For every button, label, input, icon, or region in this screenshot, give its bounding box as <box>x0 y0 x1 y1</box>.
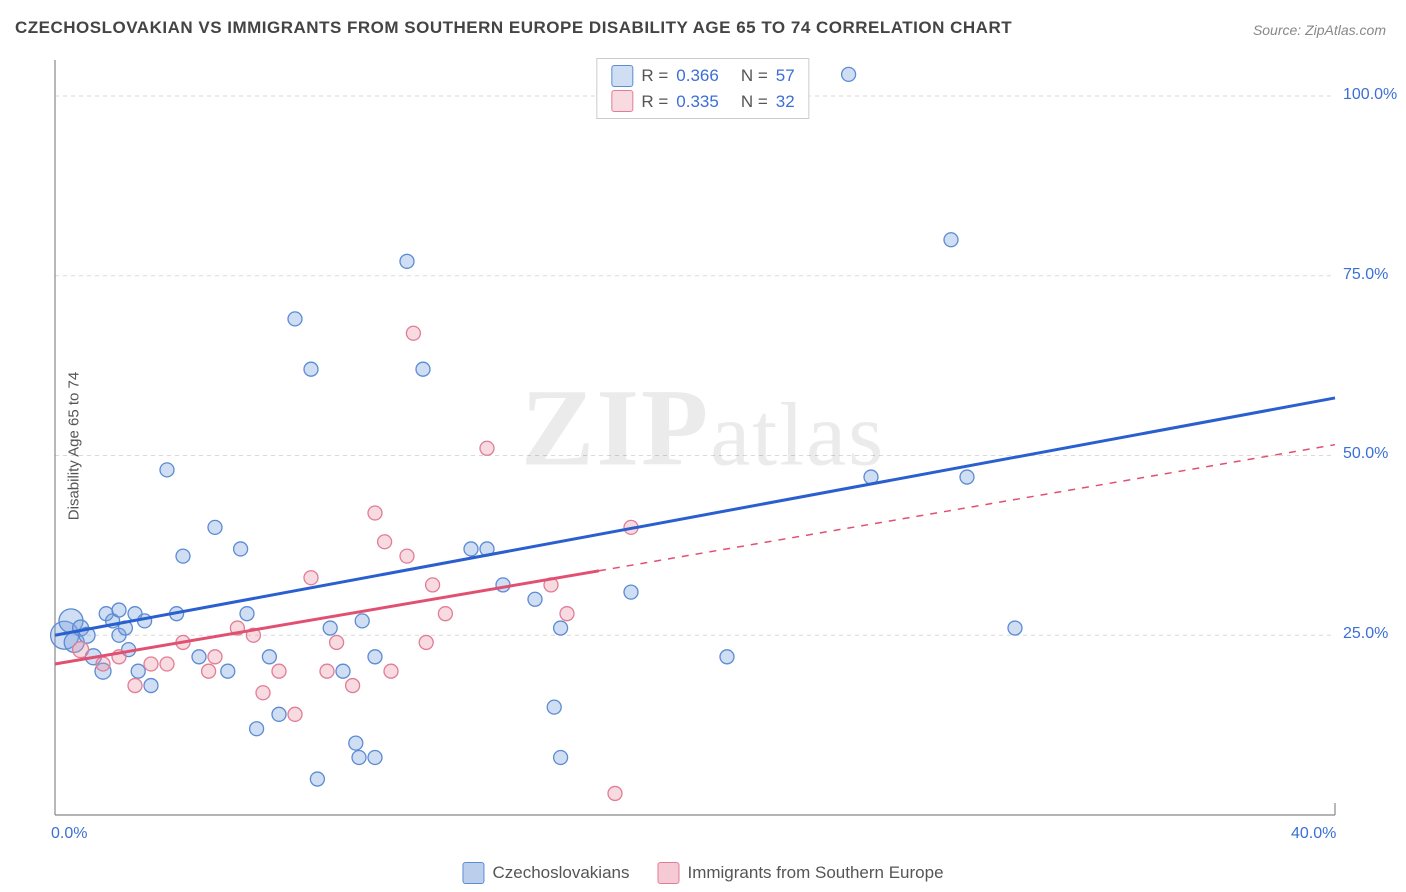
data-point <box>304 571 318 585</box>
data-point <box>624 585 638 599</box>
data-point <box>272 707 286 721</box>
trend-line-dashed <box>599 445 1335 571</box>
source-label: Source: ZipAtlas.com <box>1253 22 1386 38</box>
data-point <box>960 470 974 484</box>
legend-series-label: Czechoslovakians <box>492 863 629 883</box>
data-point <box>144 657 158 671</box>
data-point <box>554 750 568 764</box>
legend-swatch <box>611 65 633 87</box>
data-point <box>320 664 334 678</box>
legend-correlation: R = 0.366 N = 57 R = 0.335 N = 32 <box>596 58 809 119</box>
data-point <box>208 520 222 534</box>
data-point <box>355 614 369 628</box>
data-point <box>608 786 622 800</box>
data-point <box>438 607 452 621</box>
legend-series-label: Immigrants from Southern Europe <box>687 863 943 883</box>
data-point <box>352 750 366 764</box>
data-point <box>720 650 734 664</box>
data-point <box>234 542 248 556</box>
data-point <box>944 233 958 247</box>
legend-series: Czechoslovakians Immigrants from Southern… <box>462 862 943 884</box>
data-point <box>202 664 216 678</box>
data-point <box>528 592 542 606</box>
legend-series-item: Immigrants from Southern Europe <box>657 862 943 884</box>
legend-swatch <box>657 862 679 884</box>
data-point <box>480 441 494 455</box>
legend-r-label: R = <box>641 63 668 89</box>
data-point <box>272 664 286 678</box>
legend-n-label: N = <box>741 89 768 115</box>
chart-title: CZECHOSLOVAKIAN VS IMMIGRANTS FROM SOUTH… <box>15 18 1012 38</box>
data-point <box>131 664 145 678</box>
x-tick-label: 40.0% <box>1291 825 1336 843</box>
legend-correlation-row: R = 0.366 N = 57 <box>611 63 794 89</box>
plot-area <box>45 55 1390 845</box>
data-point <box>368 506 382 520</box>
data-point <box>160 657 174 671</box>
legend-n-value: 32 <box>776 89 795 115</box>
data-point <box>368 650 382 664</box>
data-point <box>547 700 561 714</box>
data-point <box>554 621 568 635</box>
data-point <box>250 722 264 736</box>
data-point <box>368 750 382 764</box>
data-point <box>842 67 856 81</box>
legend-swatch <box>611 90 633 112</box>
legend-n-value: 57 <box>776 63 795 89</box>
data-point <box>288 312 302 326</box>
data-point <box>144 679 158 693</box>
data-point <box>419 635 433 649</box>
data-point <box>426 578 440 592</box>
data-point <box>304 362 318 376</box>
data-point <box>262 650 276 664</box>
y-tick-label: 75.0% <box>1343 266 1388 284</box>
data-point <box>384 664 398 678</box>
legend-n-label: N = <box>741 63 768 89</box>
legend-r-value: 0.335 <box>676 89 719 115</box>
data-point <box>400 254 414 268</box>
legend-series-item: Czechoslovakians <box>462 862 629 884</box>
data-point <box>346 679 360 693</box>
x-tick-label: 0.0% <box>51 825 87 843</box>
data-point <box>128 679 142 693</box>
legend-r-value: 0.366 <box>676 63 719 89</box>
legend-swatch <box>462 862 484 884</box>
scatter-chart-svg <box>45 55 1390 845</box>
data-point <box>240 607 254 621</box>
data-point <box>1008 621 1022 635</box>
data-point <box>416 362 430 376</box>
data-point <box>400 549 414 563</box>
data-point <box>96 657 110 671</box>
data-point <box>73 642 89 658</box>
data-point <box>378 535 392 549</box>
data-point <box>256 686 270 700</box>
y-tick-label: 100.0% <box>1343 86 1397 104</box>
data-point <box>330 635 344 649</box>
data-point <box>176 549 190 563</box>
data-point <box>208 650 222 664</box>
data-point <box>336 664 350 678</box>
data-point <box>192 650 206 664</box>
chart-container: CZECHOSLOVAKIAN VS IMMIGRANTS FROM SOUTH… <box>0 0 1406 892</box>
data-point <box>406 326 420 340</box>
data-point <box>560 607 574 621</box>
data-point <box>221 664 235 678</box>
y-tick-label: 50.0% <box>1343 445 1388 463</box>
data-point <box>349 736 363 750</box>
y-tick-label: 25.0% <box>1343 625 1388 643</box>
data-point <box>288 707 302 721</box>
legend-r-label: R = <box>641 89 668 115</box>
data-point <box>160 463 174 477</box>
trend-line <box>55 398 1335 635</box>
data-point <box>112 603 126 617</box>
data-point <box>310 772 324 786</box>
legend-correlation-row: R = 0.335 N = 32 <box>611 89 794 115</box>
data-point <box>464 542 478 556</box>
data-point <box>323 621 337 635</box>
